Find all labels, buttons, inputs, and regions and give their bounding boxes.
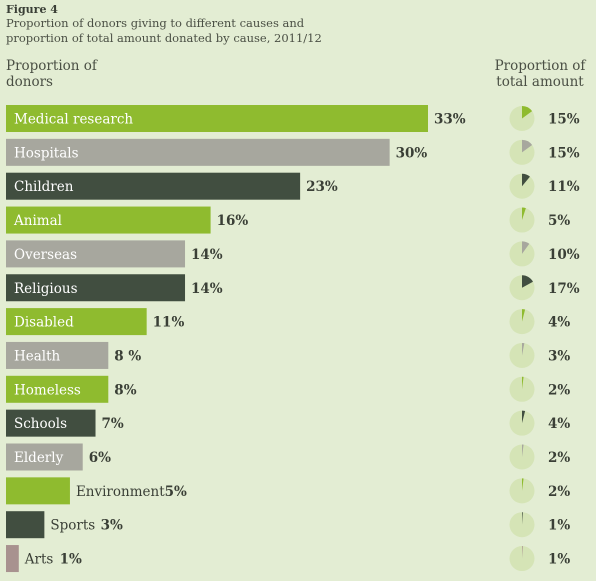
bar-value-elderly: 6% — [89, 450, 111, 466]
bar-homeless — [6, 375, 109, 403]
pie-value-environment: 2% — [548, 484, 570, 500]
bar-value-overseas: 14% — [191, 247, 223, 263]
bar-label-environment: Environment — [76, 484, 165, 500]
bar-label-religious: Religious — [14, 281, 78, 297]
bar-label-overseas: Overseas — [14, 247, 77, 263]
pie-value-sports: 1% — [548, 518, 570, 534]
bar-value-sports: 3% — [101, 518, 123, 534]
bar-children — [6, 172, 301, 200]
bar-sports — [6, 511, 45, 539]
pie-value-medical-research: 15% — [548, 112, 580, 128]
figure-label: Figure 4 — [6, 3, 58, 16]
bar-label-disabled: Disabled — [14, 315, 74, 331]
pie-value-disabled: 4% — [548, 315, 570, 331]
bar-label-schools: Schools — [14, 416, 67, 432]
pie-slice-religious — [522, 275, 533, 288]
pie-slice-environment — [522, 478, 524, 491]
pie-slice-children — [522, 173, 530, 187]
pie-slice-animal — [522, 207, 526, 221]
bar-value-arts: 1% — [60, 552, 82, 568]
bar-arts — [6, 545, 19, 573]
bar-overseas — [6, 240, 186, 268]
bar-religious — [6, 274, 186, 302]
bar-value-animal: 16% — [217, 213, 249, 229]
bar-value-medical-research: 33% — [434, 112, 466, 128]
bar-elderly — [6, 443, 83, 471]
bar-value-religious: 14% — [191, 281, 223, 297]
pie-value-health: 3% — [548, 348, 570, 364]
pie-value-homeless: 2% — [548, 382, 570, 398]
bar-value-disabled: 11% — [153, 315, 185, 331]
bar-value-homeless: 8% — [114, 382, 136, 398]
pie-slice-elderly — [522, 444, 524, 457]
pie-slice-arts — [522, 546, 523, 559]
bar-label-arts: Arts — [24, 552, 54, 568]
pie-value-overseas: 10% — [548, 247, 580, 263]
bar-value-hospitals: 30% — [396, 145, 428, 161]
bar-hospitals — [6, 138, 390, 166]
figure-title: Proportion of donors giving to different… — [6, 16, 322, 45]
pie-slice-schools — [522, 410, 526, 424]
pie-slice-sports — [522, 512, 523, 525]
pie-value-children: 11% — [548, 179, 580, 195]
bar-label-children: Children — [14, 179, 74, 195]
pie-slice-medical-research — [522, 106, 533, 119]
bar-value-schools: 7% — [102, 416, 124, 432]
pie-value-animal: 5% — [548, 213, 570, 229]
bar-medical-research — [6, 105, 428, 132]
pie-value-schools: 4% — [548, 416, 570, 432]
pie-slice-health — [522, 342, 525, 356]
pie-slice-homeless — [522, 376, 524, 390]
bar-value-environment: 5% — [165, 484, 187, 500]
bar-label-elderly: Elderly — [14, 450, 64, 466]
pie-slice-hospitals — [522, 139, 533, 153]
bar-label-health: Health — [14, 348, 61, 364]
bar-label-homeless: Homeless — [14, 382, 81, 398]
bar-label-animal: Animal — [13, 213, 62, 229]
pie-slice-overseas — [522, 241, 530, 254]
left-axis-header: Proportion of donors — [6, 58, 97, 90]
pie-value-hospitals: 15% — [548, 145, 580, 161]
bar-label-hospitals: Hospitals — [14, 145, 79, 161]
pie-value-arts: 1% — [548, 552, 570, 568]
right-axis-header: Proportion of total amount — [494, 58, 586, 90]
pie-value-religious: 17% — [548, 281, 580, 297]
pie-slice-disabled — [522, 309, 526, 322]
bar-value-health: 8 % — [114, 348, 141, 364]
bar-health — [6, 341, 109, 369]
bar-label-sports: Sports — [50, 518, 95, 534]
bar-value-children: 23% — [306, 179, 338, 195]
bar-environment — [6, 477, 70, 505]
bar-schools — [6, 409, 96, 437]
pie-value-elderly: 2% — [548, 450, 570, 466]
bar-disabled — [6, 308, 147, 336]
bar-label-medical-research: Medical research — [14, 112, 133, 128]
bar-animal — [6, 206, 211, 234]
